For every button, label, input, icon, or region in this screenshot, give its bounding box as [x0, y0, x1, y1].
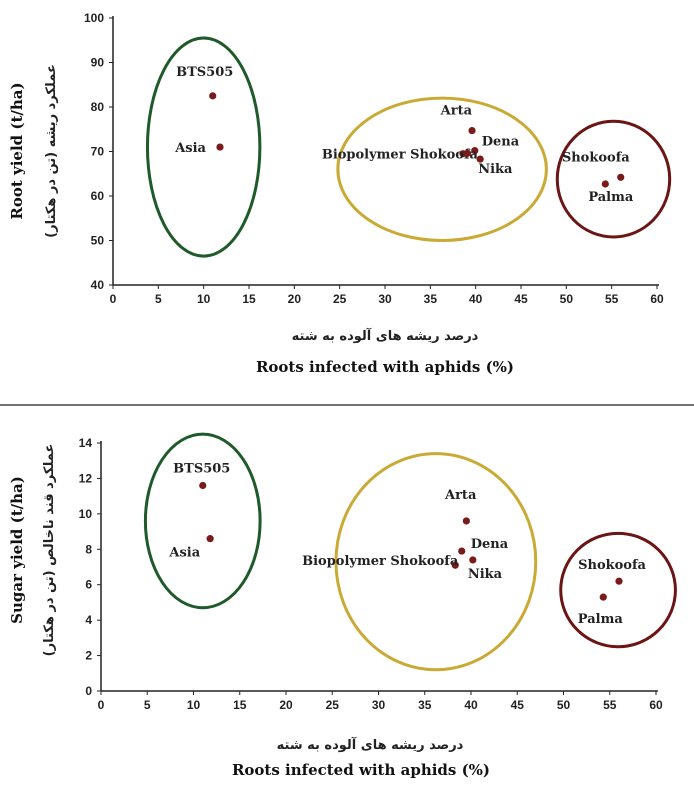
x-axis-title: Roots infected with aphids (%): [232, 761, 490, 779]
x-tick-label: 60: [649, 698, 663, 712]
x-tick-label: 50: [560, 292, 574, 306]
x-tick-label: 45: [514, 292, 528, 306]
y-tick-label: 90: [91, 56, 105, 70]
point-label: Palma: [578, 612, 624, 627]
data-point: [615, 577, 623, 585]
x-axis-title: Roots infected with aphids (%): [256, 358, 514, 376]
y-axis-title-fa: عملکرد ریشه (تن در هکتار): [44, 64, 59, 238]
y-tick-label: 80: [91, 100, 105, 114]
x-axis-title-fa: درصد ریشه های آلوده به شته: [292, 327, 479, 344]
x-tick-label: 35: [418, 698, 432, 712]
x-tick-label: 10: [197, 292, 211, 306]
x-tick-label: 20: [279, 698, 293, 712]
y-tick-label: 60: [91, 189, 105, 203]
data-point: [209, 92, 217, 100]
data-point: [601, 180, 609, 188]
y-tick-label: 2: [85, 649, 92, 663]
x-tick-label: 25: [333, 292, 347, 306]
x-tick-label: 20: [288, 292, 302, 306]
data-point: [471, 147, 479, 155]
data-point: [199, 481, 207, 490]
data-point: [216, 143, 224, 151]
x-tick-label: 5: [155, 292, 162, 306]
y-tick-label: 6: [85, 578, 92, 592]
data-point: [458, 547, 466, 555]
y-tick-label: 8: [85, 542, 92, 556]
point-label: Asia: [168, 546, 200, 561]
group-ellipse: [555, 119, 672, 239]
point-label: Palma: [588, 190, 634, 205]
x-tick-label: 15: [242, 292, 256, 306]
x-tick-label: 10: [187, 698, 201, 712]
chart-sugar-yield: 0 5 10 15 20 25 30 35 40 45 50 55 60 0 2 4 6 8 10 12 14 BTS50…: [8, 432, 677, 779]
point-label: Biopolymer Shokoofa: [322, 148, 479, 163]
y-tick-label: 10: [79, 507, 93, 521]
y-axis-title: Root yield (t/ha): [8, 82, 26, 219]
point-label: Biopolymer Shokoofa: [302, 554, 459, 569]
data-point: [451, 561, 459, 569]
group-ellipse: [336, 96, 548, 242]
group-ellipse: [143, 432, 262, 610]
x-tick-label: 30: [378, 292, 392, 306]
x-tick-label: 25: [326, 698, 340, 712]
data-point: [206, 535, 214, 543]
x-tick-label: 40: [469, 292, 483, 306]
data-point: [599, 593, 607, 601]
point-label: Arta: [444, 488, 477, 503]
data-point: [476, 155, 484, 163]
data-point: [462, 517, 470, 525]
point-label: Nika: [478, 162, 513, 177]
data-point: [617, 173, 625, 181]
x-tick-label: 0: [98, 698, 105, 712]
x-tick-label: 40: [464, 698, 478, 712]
chart-root-yield: 0 5 10 15 20 25 30 35 40 45 50 55 60 40 50 60 70 80 90 100 B…: [8, 11, 672, 376]
y-axis-title: Sugar yield (t/ha): [8, 476, 26, 624]
point-label: Dena: [482, 135, 520, 150]
point-label: Shokoofa: [562, 150, 630, 165]
y-tick-label: 40: [91, 278, 105, 292]
x-tick-label: 60: [650, 292, 664, 306]
x-tick-label: 50: [557, 698, 571, 712]
group-ellipse: [559, 531, 677, 649]
x-tick-label: 0: [110, 292, 117, 306]
x-tick-label: 45: [511, 698, 525, 712]
x-axis-title-fa: درصد ریشه های آلوده به شته: [277, 736, 464, 753]
data-point: [463, 149, 472, 157]
point-label: Nika: [468, 567, 503, 582]
point-label: BTS505: [173, 462, 230, 477]
y-tick-label: 70: [91, 145, 105, 159]
x-tick-label: 35: [424, 292, 438, 306]
point-label: Asia: [174, 141, 206, 156]
y-tick-label: 4: [85, 613, 92, 627]
y-tick-label: 14: [79, 436, 93, 450]
point-label: BTS505: [176, 65, 233, 80]
data-point: [469, 556, 477, 564]
y-tick-label: 0: [85, 684, 92, 698]
point-label: Arta: [440, 104, 473, 119]
y-tick-label: 12: [79, 471, 93, 485]
group-ellipse: [334, 452, 538, 672]
y-tick-label: 50: [91, 234, 105, 248]
x-tick-label: 5: [144, 698, 151, 712]
y-axis-title-fa: عملکرد قند ناخالص (تن در هکتار): [42, 444, 57, 657]
x-tick-label: 15: [233, 698, 247, 712]
data-point: [468, 126, 476, 135]
x-tick-label: 55: [605, 292, 619, 306]
x-tick-label: 55: [603, 698, 617, 712]
point-label: Shokoofa: [578, 558, 646, 573]
point-label: Dena: [471, 537, 509, 552]
y-tick-label: 100: [84, 11, 104, 25]
x-tick-label: 30: [372, 698, 386, 712]
group-ellipse: [145, 36, 262, 258]
